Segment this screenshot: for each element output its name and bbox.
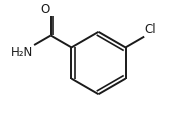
Text: H₂N: H₂N <box>11 46 33 59</box>
Text: O: O <box>40 3 49 16</box>
Text: Cl: Cl <box>145 23 156 36</box>
